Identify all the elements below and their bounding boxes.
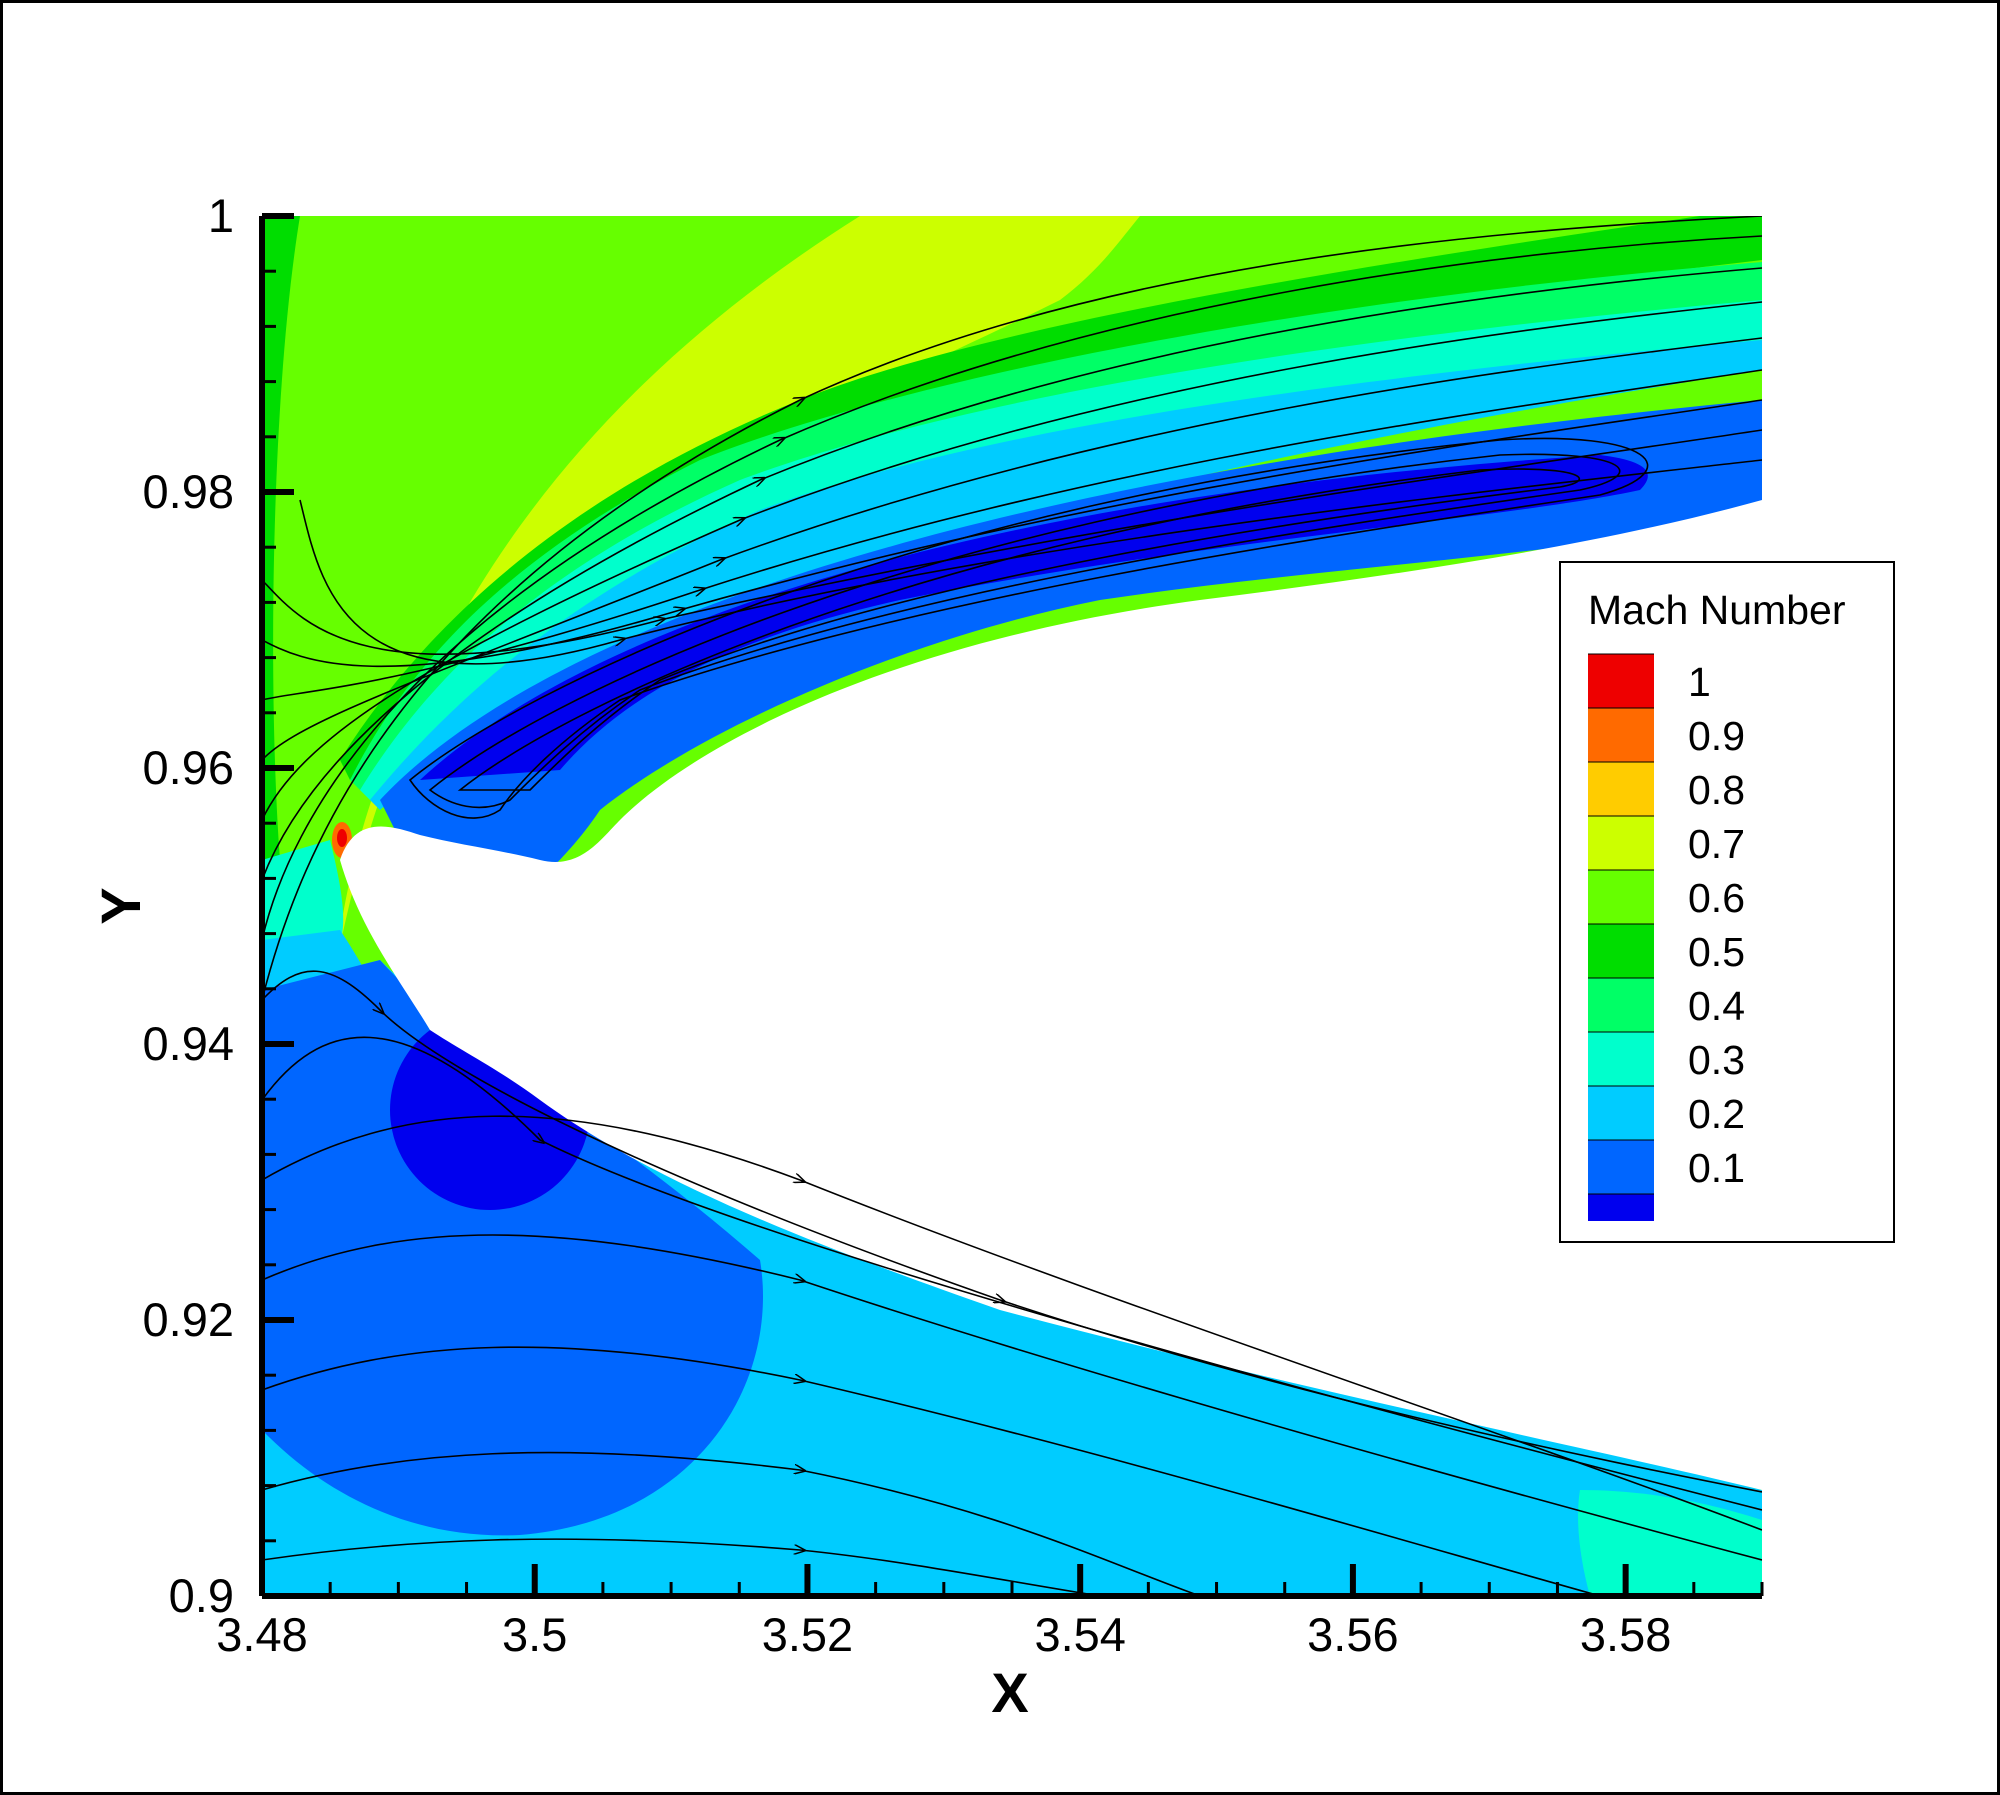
streamline bbox=[262, 399, 1762, 668]
contour-band-0.3-shear bbox=[360, 300, 1762, 800]
streamlines bbox=[262, 216, 1762, 1596]
legend-swatch bbox=[1588, 1140, 1654, 1194]
streamline bbox=[299, 459, 1762, 665]
x-tick-label: 3.58 bbox=[1580, 1608, 1671, 1661]
streamline bbox=[457, 468, 1581, 791]
x-axis-title: X bbox=[991, 1661, 1028, 1724]
legend-label: 0.8 bbox=[1688, 767, 1745, 813]
y-tick-label: 0.9 bbox=[169, 1569, 234, 1622]
legend-items: 1 0.9 0.8 0.7 0.6 0.5 0.4 0.3 0.2 0.1 bbox=[1588, 653, 1745, 1221]
streamline bbox=[262, 1451, 1201, 1596]
x-tick-label: 3.54 bbox=[1034, 1608, 1125, 1661]
legend-swatch bbox=[1588, 870, 1654, 924]
streamline bbox=[262, 1538, 1101, 1596]
legend-title: Mach Number bbox=[1588, 587, 1845, 633]
legend-swatch-bottom bbox=[1588, 1194, 1654, 1221]
streamline bbox=[262, 216, 1762, 1001]
contour-band-1-spot bbox=[337, 829, 347, 847]
y-tick-label: 1 bbox=[208, 189, 234, 242]
streamline bbox=[408, 437, 1649, 819]
y-tick-label: 0.92 bbox=[143, 1293, 234, 1346]
y-tick-label: 0.96 bbox=[143, 741, 234, 794]
legend-swatch bbox=[1588, 1086, 1654, 1140]
legend-label: 0.2 bbox=[1688, 1091, 1745, 1137]
contour-band-0.5-left bbox=[262, 216, 300, 860]
legend-label: 0.7 bbox=[1688, 821, 1745, 867]
legend-swatch bbox=[1588, 654, 1654, 708]
x-tick-label: 3.56 bbox=[1307, 1608, 1398, 1661]
streamline bbox=[262, 1234, 1762, 1561]
legend-label: 0.4 bbox=[1688, 983, 1745, 1029]
legend-label: 0.6 bbox=[1688, 875, 1745, 921]
streamline bbox=[262, 301, 1762, 821]
y-axis-ticks: 0.9 0.92 0.94 0.96 0.98 1 bbox=[143, 189, 294, 1622]
legend-swatch bbox=[1588, 978, 1654, 1032]
legend-swatch bbox=[1588, 924, 1654, 978]
streamline bbox=[262, 429, 1762, 656]
legend-label: 0.1 bbox=[1688, 1145, 1745, 1191]
streamline bbox=[428, 453, 1621, 809]
airfoil-body bbox=[340, 500, 1762, 1490]
x-tick-label: 3.5 bbox=[502, 1608, 567, 1661]
streamline bbox=[262, 235, 1762, 941]
legend-swatch bbox=[1588, 816, 1654, 870]
x-axis-ticks: 3.48 3.5 3.52 3.54 3.56 3.58 bbox=[216, 1564, 1764, 1661]
y-tick-label: 0.94 bbox=[143, 1017, 234, 1070]
mach-contour-field bbox=[262, 216, 1762, 1596]
contour-band-0.5-shear bbox=[340, 216, 1762, 780]
legend-label: 0.9 bbox=[1688, 713, 1745, 759]
legend-swatch bbox=[1588, 762, 1654, 816]
y-axis-title: Y bbox=[89, 887, 152, 924]
legend-label: 0.3 bbox=[1688, 1037, 1745, 1083]
streamline bbox=[262, 1036, 1762, 1511]
streamline bbox=[262, 337, 1762, 761]
legend-swatch bbox=[1588, 708, 1654, 762]
streamline bbox=[262, 369, 1762, 701]
legend-label: 0.5 bbox=[1688, 929, 1745, 975]
contour-band-0.2-shear bbox=[370, 340, 1762, 810]
streamline bbox=[262, 267, 1762, 881]
x-tick-label: 3.48 bbox=[216, 1608, 307, 1661]
legend: Mach Number 1 0.9 0.8 0.7 0.6 0.5 0.4 0.3 0.2 0.1 bbox=[1559, 561, 1895, 1243]
streamline bbox=[262, 1115, 1762, 1531]
streamline bbox=[262, 1346, 1601, 1596]
x-tick-label: 3.52 bbox=[762, 1608, 853, 1661]
legend-swatch bbox=[1588, 1032, 1654, 1086]
y-tick-label: 0.98 bbox=[143, 465, 234, 518]
legend-label: 1 bbox=[1688, 659, 1711, 705]
